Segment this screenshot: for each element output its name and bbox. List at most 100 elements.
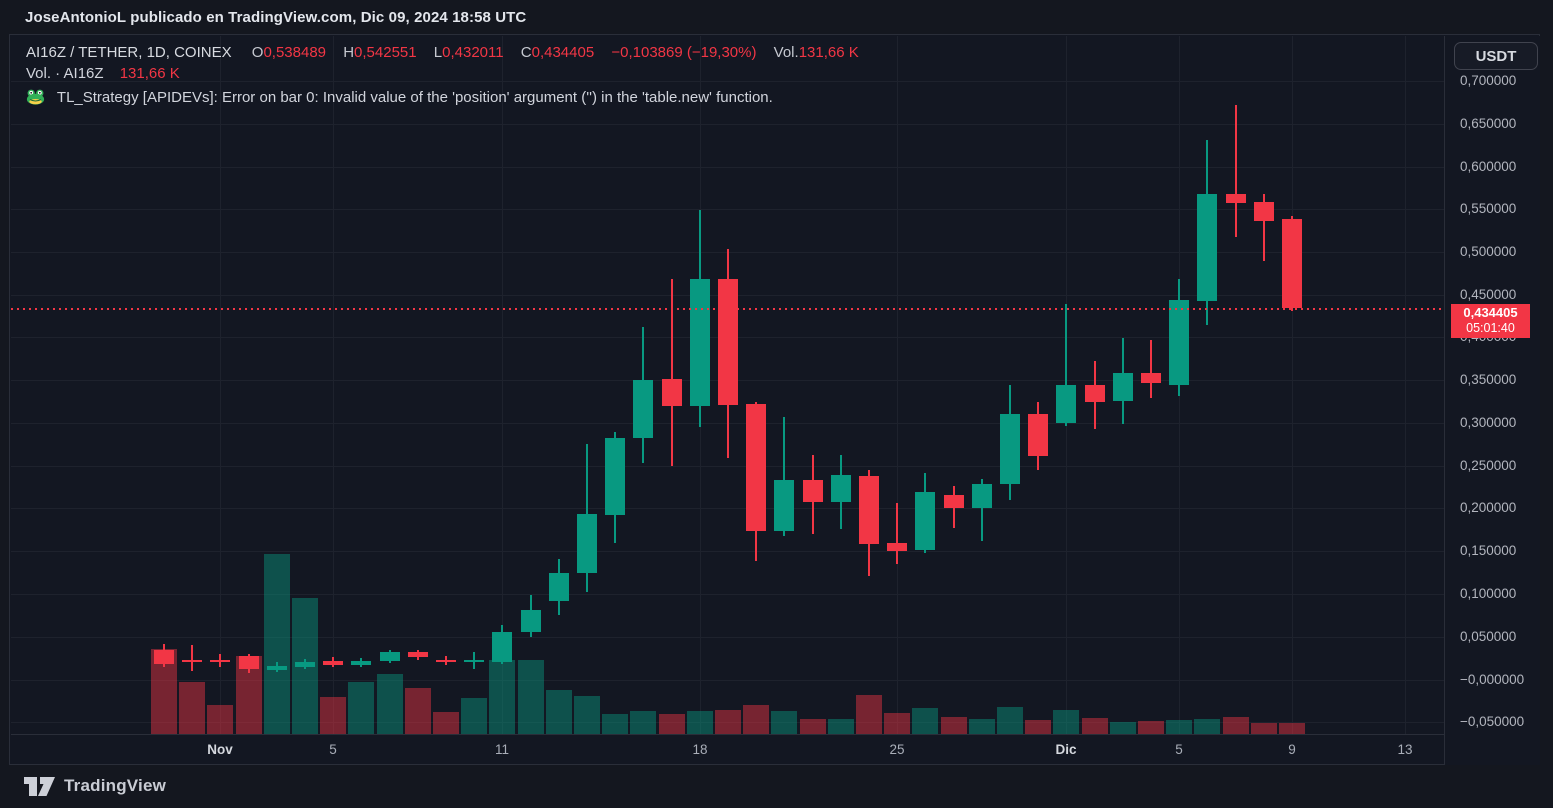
- candle-body: [972, 484, 992, 508]
- gridline-vertical: [1292, 36, 1293, 734]
- volume-bar: [630, 711, 656, 734]
- volume-bar: [912, 708, 938, 734]
- high-value: 0,542551: [354, 44, 417, 61]
- candle-body: [549, 573, 569, 601]
- volume-bar: [1166, 720, 1192, 734]
- published-header: JoseAntonioL publicado en TradingView.co…: [25, 9, 526, 31]
- gridline-horizontal: [11, 81, 1444, 82]
- volume-bar: [1138, 721, 1164, 734]
- price-axis-label: 0,150000: [1460, 543, 1517, 558]
- volume-row-value: 131,66 K: [119, 65, 180, 82]
- currency-toggle-button[interactable]: USDT: [1454, 42, 1538, 70]
- high-label: H: [343, 44, 355, 61]
- price-axis-label: 0,450000: [1460, 287, 1517, 302]
- price-axis-label: −0,000000: [1460, 672, 1525, 687]
- chart-plot-area[interactable]: [11, 36, 1444, 734]
- volume-row-title: Vol. · AI16Z: [26, 65, 104, 82]
- candle-body: [295, 662, 315, 667]
- candle-wick: [1263, 194, 1265, 261]
- candle-body: [436, 660, 456, 662]
- candle-body: [1282, 219, 1302, 308]
- volume-bar: [800, 719, 826, 734]
- price-axis-label: 0,650000: [1460, 116, 1517, 131]
- volume-bar: [743, 705, 769, 734]
- gridline-vertical: [333, 36, 334, 734]
- price-axis-label: 0,050000: [1460, 629, 1517, 644]
- candle-body: [944, 495, 964, 508]
- time-axis-label: Nov: [207, 742, 233, 757]
- candle-body: [633, 380, 653, 438]
- candle-body: [1028, 414, 1048, 456]
- volume-bar: [207, 705, 233, 734]
- volume-bar: [264, 554, 290, 734]
- gridline-vertical: [897, 36, 898, 734]
- volume-bar: [941, 717, 967, 734]
- candle-body: [1169, 300, 1189, 385]
- time-axis-label: Dic: [1055, 742, 1077, 757]
- gridline-horizontal: [11, 637, 1444, 638]
- volume-bar: [433, 712, 459, 734]
- open-value: 0,538489: [263, 44, 327, 61]
- volume-bar: [461, 698, 487, 734]
- time-axis[interactable]: Nov 5 11 18 25 Dic 5 9 13: [11, 734, 1444, 764]
- close-value: 0,434405: [531, 44, 595, 61]
- current-price-value: 0,434405: [1463, 305, 1518, 320]
- volume-value: 131,66 K: [798, 44, 859, 61]
- candle-body: [718, 279, 738, 405]
- candle-body: [323, 661, 343, 665]
- gridline-horizontal: [11, 680, 1444, 681]
- candle-body: [803, 480, 823, 502]
- gridline-horizontal: [11, 722, 1444, 723]
- volume-bar: [771, 711, 797, 734]
- published-header-text: JoseAntonioL publicado en TradingView.co…: [25, 9, 527, 26]
- volume-bar: [1279, 723, 1305, 734]
- legend-strategy-row: TL_Strategy [APIDEVs]: Error on bar 0: I…: [26, 87, 872, 108]
- volume-bar: [828, 719, 854, 734]
- candle-body: [577, 514, 597, 573]
- candle-body: [859, 476, 879, 544]
- volume-bar: [997, 707, 1023, 734]
- volume-bar: [574, 696, 600, 734]
- gridline-horizontal: [11, 508, 1444, 509]
- candle-body: [1000, 414, 1020, 484]
- current-price-label: 0,434405 05:01:40: [1451, 304, 1530, 338]
- candle-wick: [191, 645, 193, 671]
- gridline-horizontal: [11, 209, 1444, 210]
- low-value: 0,432011: [442, 44, 504, 61]
- chart-panel: AI16Z / TETHER, 1D, COINEX O0,538489 H0,…: [9, 34, 1540, 765]
- volume-bar: [715, 710, 741, 734]
- time-axis-label: 11: [494, 742, 510, 757]
- gridline-vertical: [1405, 36, 1406, 734]
- gridline-horizontal: [11, 167, 1444, 168]
- candle-body: [239, 656, 259, 669]
- volume-bar: [659, 714, 685, 734]
- candle-wick: [783, 417, 785, 536]
- price-axis[interactable]: USDT 0,700000 0,650000 0,600000 0,550000 0,5…: [1444, 36, 1540, 765]
- time-axis-label: 25: [889, 742, 905, 757]
- symbol-title: AI16Z / TETHER, 1D, COINEX: [26, 44, 232, 61]
- price-axis-label: 0,500000: [1460, 244, 1517, 259]
- volume-bar: [1194, 719, 1220, 734]
- time-axis-label: 5: [329, 742, 337, 757]
- candle-body: [774, 480, 794, 531]
- gridline-horizontal: [11, 551, 1444, 552]
- volume-label: Vol.: [773, 44, 799, 61]
- tradingview-logo[interactable]: TradingView: [24, 773, 166, 799]
- volume-bar: [884, 713, 910, 734]
- candle-wick: [896, 503, 898, 564]
- candle-body: [1056, 385, 1076, 423]
- chart-legend: AI16Z / TETHER, 1D, COINEX O0,538489 H0,…: [26, 42, 872, 108]
- volume-bar: [687, 711, 713, 734]
- bar-countdown: 05:01:40: [1466, 321, 1515, 335]
- candle-body: [1141, 373, 1161, 383]
- candle-body: [662, 379, 682, 406]
- candle-body: [915, 492, 935, 550]
- strategy-error-text: TL_Strategy [APIDEVs]: Error on bar 0: I…: [56, 89, 773, 106]
- gridline-vertical: [502, 36, 503, 734]
- open-label: O: [251, 44, 264, 61]
- candle-body: [351, 661, 371, 665]
- candle-body: [210, 660, 230, 662]
- candle-body: [1254, 202, 1274, 221]
- candle-body: [267, 666, 287, 670]
